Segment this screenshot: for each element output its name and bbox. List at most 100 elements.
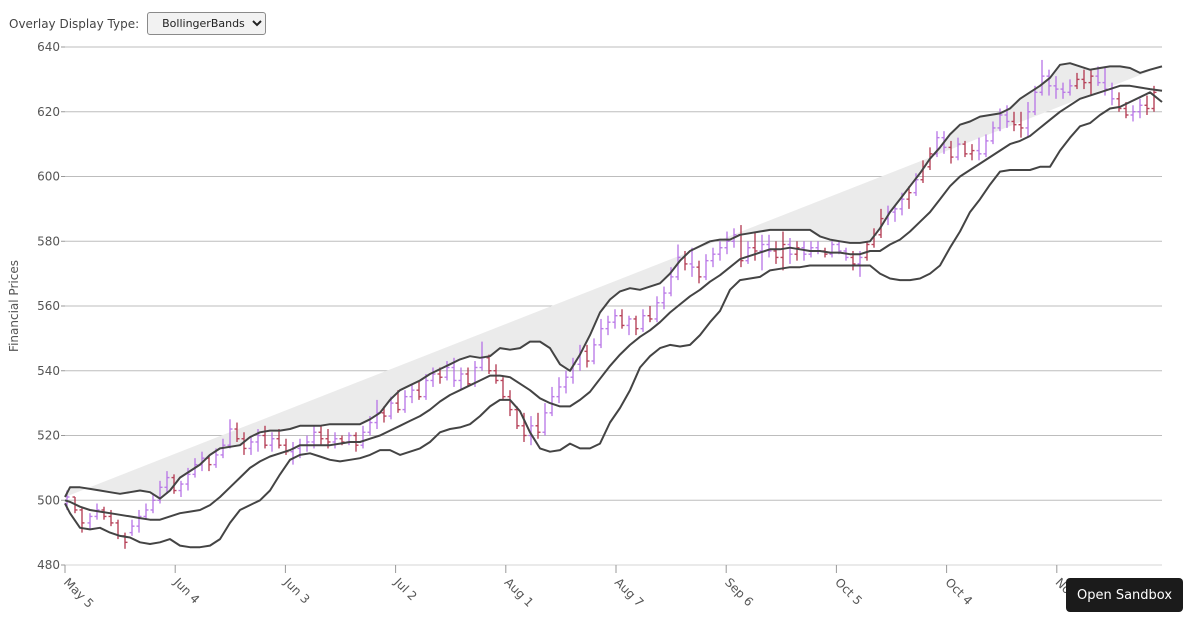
x-tick-label: May 5 — [61, 575, 97, 611]
ohlc-bar — [612, 309, 618, 329]
x-tick-label: Oct 5 — [832, 575, 865, 608]
ohlc-bar — [1039, 59, 1045, 96]
ohlc-bar — [332, 432, 338, 449]
ohlc-bar — [1025, 102, 1031, 138]
ohlc-bar — [514, 406, 520, 430]
ohlc-bar — [458, 367, 464, 391]
ohlc-bar — [227, 419, 233, 449]
y-tick-label: 540 — [37, 364, 60, 378]
ohlc-bar — [969, 144, 975, 161]
ohlc-bar — [955, 137, 961, 161]
ohlc-bar — [787, 238, 793, 264]
ohlc-bar — [815, 241, 821, 255]
ohlc-bar — [178, 480, 184, 498]
ohlc-bar — [290, 441, 296, 465]
x-axis: May 5 Jun 4 Jun 3 Jul 2 Aug 1 Aug 7 Sep 6 Oct 5… — [61, 565, 1079, 611]
ohlc-bar — [1067, 79, 1073, 96]
ohlc-bar — [1137, 98, 1143, 119]
x-tick-label: Oct 4 — [942, 575, 975, 608]
ohlc-bar — [1074, 72, 1080, 90]
ohlc-bar — [962, 140, 968, 158]
ohlc-bar — [745, 241, 751, 264]
ohlc-bar — [549, 386, 555, 417]
ohlc-bar — [1130, 105, 1136, 122]
ohlc-bar — [794, 241, 800, 261]
ohlc-bar — [248, 435, 254, 455]
ohlc-bar — [269, 432, 275, 452]
ohlc-bar — [465, 367, 471, 387]
ohlc-bar — [493, 364, 499, 384]
ohlc-bar — [766, 234, 772, 258]
ohlc-bar — [528, 416, 534, 446]
ohlc-bar — [598, 318, 604, 349]
ohlc-bar — [1053, 76, 1059, 99]
ohlc-bar — [619, 309, 625, 329]
ohlc-bar — [1046, 69, 1052, 96]
ohlc-bar — [661, 286, 667, 310]
ohlc-bar — [654, 296, 660, 323]
y-tick-label: 500 — [37, 493, 60, 507]
ohlc-bar — [829, 241, 835, 258]
ohlc-bar — [486, 354, 492, 374]
ohlc-bar — [906, 186, 912, 209]
ohlc-bar — [703, 254, 709, 281]
overlay-type-label: Overlay Display Type: — [9, 16, 140, 31]
overlay-toolbar: Overlay Display Type: BollingerBands — [9, 12, 267, 35]
ohlc-bar — [724, 231, 730, 255]
ohlc-bar — [500, 377, 506, 400]
ohlc-bar — [948, 140, 954, 164]
ohlc-bar — [1088, 69, 1094, 96]
x-tick-label: Jun 4 — [170, 575, 202, 607]
ohlc-bar — [780, 231, 786, 271]
ohlc-bar — [591, 338, 597, 365]
ohlc-bar — [1144, 95, 1150, 115]
ohlc-bar — [1060, 82, 1066, 99]
ohlc-bar — [234, 422, 240, 442]
ohlc-bar — [717, 241, 723, 261]
ohlc-bar — [990, 121, 996, 145]
ohlc-bar — [276, 429, 282, 449]
x-tick-label: Jun 3 — [281, 575, 313, 607]
y-tick-label: 580 — [37, 234, 60, 248]
ohlc-bar — [318, 425, 324, 446]
x-tick-label: Jul 2 — [391, 575, 420, 604]
ohlc-bar — [696, 260, 702, 284]
ohlc-bar — [633, 315, 639, 336]
ohlc-bar — [129, 519, 135, 536]
ohlc-bar — [542, 403, 548, 436]
ohlc-bar — [689, 247, 695, 277]
overlay-type-select[interactable]: BollingerBands — [147, 12, 267, 35]
middle-band-line — [64, 84, 1163, 521]
ohlc-bar — [409, 383, 415, 404]
x-tick-label: Aug 1 — [502, 575, 537, 610]
y-tick-label: 640 — [37, 40, 60, 54]
ohlc-bar — [1018, 111, 1024, 138]
y-tick-label: 480 — [37, 558, 60, 572]
y-tick-label: 620 — [37, 105, 60, 119]
y-axis: 480 500 520 540 560 580 600 620 640 — [37, 40, 65, 572]
ohlc-bar — [402, 390, 408, 413]
ohlc-bar — [304, 435, 310, 452]
ohlc-bar — [1116, 92, 1122, 112]
band-fill — [65, 63, 1162, 499]
ohlc-bar — [507, 390, 513, 417]
ohlc-bar — [710, 247, 716, 268]
ohlc-bar — [1095, 66, 1101, 86]
ohlc-bar — [444, 361, 450, 381]
y-tick-label: 560 — [37, 299, 60, 313]
y-axis-title: Financial Prices — [7, 260, 21, 352]
ohlc-bar — [150, 493, 156, 514]
open-sandbox-button[interactable]: Open Sandbox — [1066, 578, 1183, 612]
bollinger-bands — [65, 63, 1162, 499]
ohlc-bar — [808, 241, 814, 258]
ohlc-series — [64, 59, 1157, 549]
ohlc-bar — [1032, 85, 1038, 115]
ohlc-bar — [87, 513, 93, 530]
ohlc-bar — [857, 250, 863, 277]
y-tick-label: 600 — [37, 170, 60, 184]
ohlc-bar — [892, 205, 898, 222]
ohlc-bar — [563, 370, 569, 394]
ohlc-bar — [640, 309, 646, 332]
ohlc-bar — [143, 503, 149, 520]
